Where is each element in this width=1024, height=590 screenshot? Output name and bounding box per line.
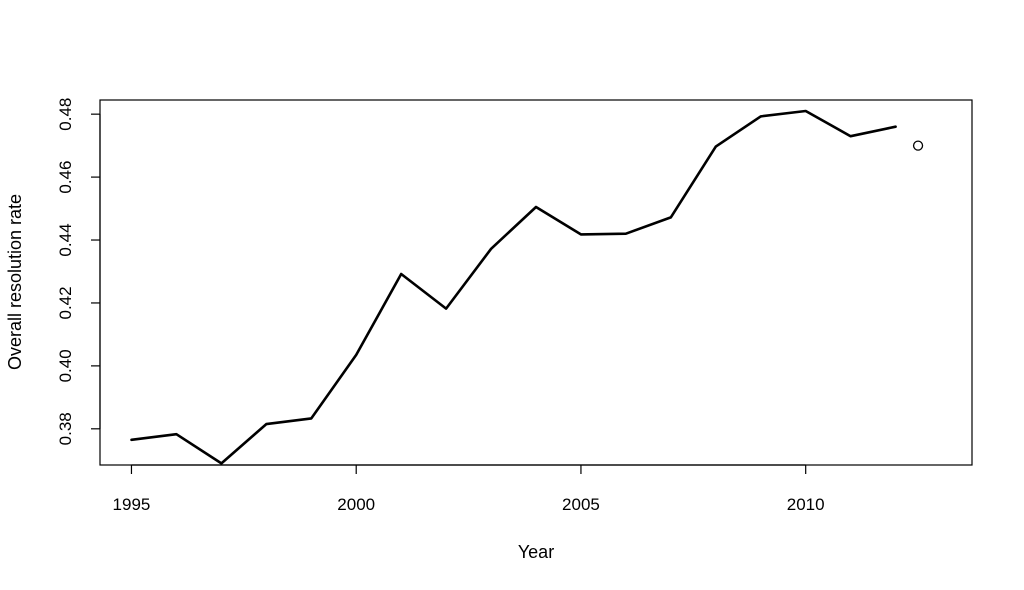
y-tick-label: 0.42: [56, 286, 75, 319]
y-tick-label: 0.40: [56, 349, 75, 382]
y-axis-title: Overall resolution rate: [5, 194, 25, 370]
series-layer: [130, 109, 897, 465]
x-tick-label: 2005: [562, 495, 600, 514]
x-axis-title: Year: [518, 542, 554, 562]
y-tick-label: 0.48: [56, 98, 75, 131]
y-axis: 0.38 0.40 0.42 0.44 0.46 0.48: [56, 98, 101, 445]
x-axis: 1995 2000 2005 2010: [113, 464, 825, 514]
x-tick-label: 2010: [787, 495, 825, 514]
series-line: [130, 109, 897, 465]
points-layer: [912, 140, 924, 151]
x-tick-label: 1995: [113, 495, 151, 514]
y-tick-label: 0.44: [56, 223, 75, 256]
y-tick-label: 0.46: [56, 161, 75, 194]
x-tick-label: 2000: [337, 495, 375, 514]
y-tick-label: 0.38: [56, 412, 75, 445]
data-point-marker: [912, 140, 924, 151]
plot-frame: [99, 99, 973, 466]
